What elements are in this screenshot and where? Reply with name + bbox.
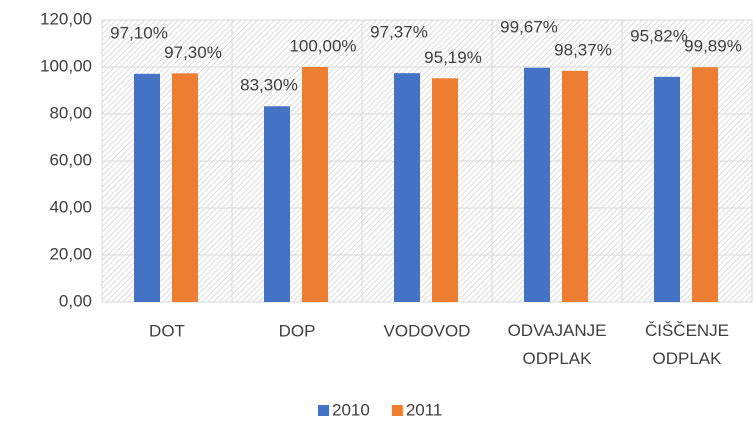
x-tick-label: ČIŠČENJE ODPLAK [645,321,729,368]
bar [302,67,328,302]
value-label: 99,67% [500,17,558,36]
y-tick-label: 40,00 [49,197,92,216]
x-tick-label: ODVAJANJE ODPLAK [508,321,607,368]
value-label: 98,37% [554,40,612,59]
y-tick-label: 80,00 [49,103,92,122]
bar [432,78,458,302]
y-tick-label: 0,00 [59,291,92,310]
y-tick-label: 120,00 [40,9,92,28]
bar [172,73,198,302]
value-label: 95,19% [424,48,482,67]
legend-swatch [318,405,329,416]
value-label: 97,37% [370,23,428,42]
bar [562,70,588,302]
y-tick-label: 60,00 [49,150,92,169]
legend-swatch [391,405,403,416]
bar [394,73,420,302]
bar [264,106,290,303]
y-tick-label: 20,00 [49,244,92,263]
legend-label: 2010 [332,400,370,419]
value-label: 100,00% [289,36,356,55]
value-label: 99,89% [684,37,742,56]
value-label: 97,10% [110,23,168,42]
legend-label: 2011 [406,400,443,419]
x-tick-label: VODOVOD [384,321,471,340]
value-label: 95,82% [630,26,688,45]
bar [654,76,680,302]
x-tick-label: DOP [279,321,316,340]
value-label: 83,30% [240,76,298,95]
x-tick-label: DOT [149,321,185,340]
bar [524,67,550,302]
value-label: 97,30% [164,43,222,62]
bar [134,73,160,302]
bar [692,67,718,302]
y-tick-label: 100,00 [40,56,92,75]
